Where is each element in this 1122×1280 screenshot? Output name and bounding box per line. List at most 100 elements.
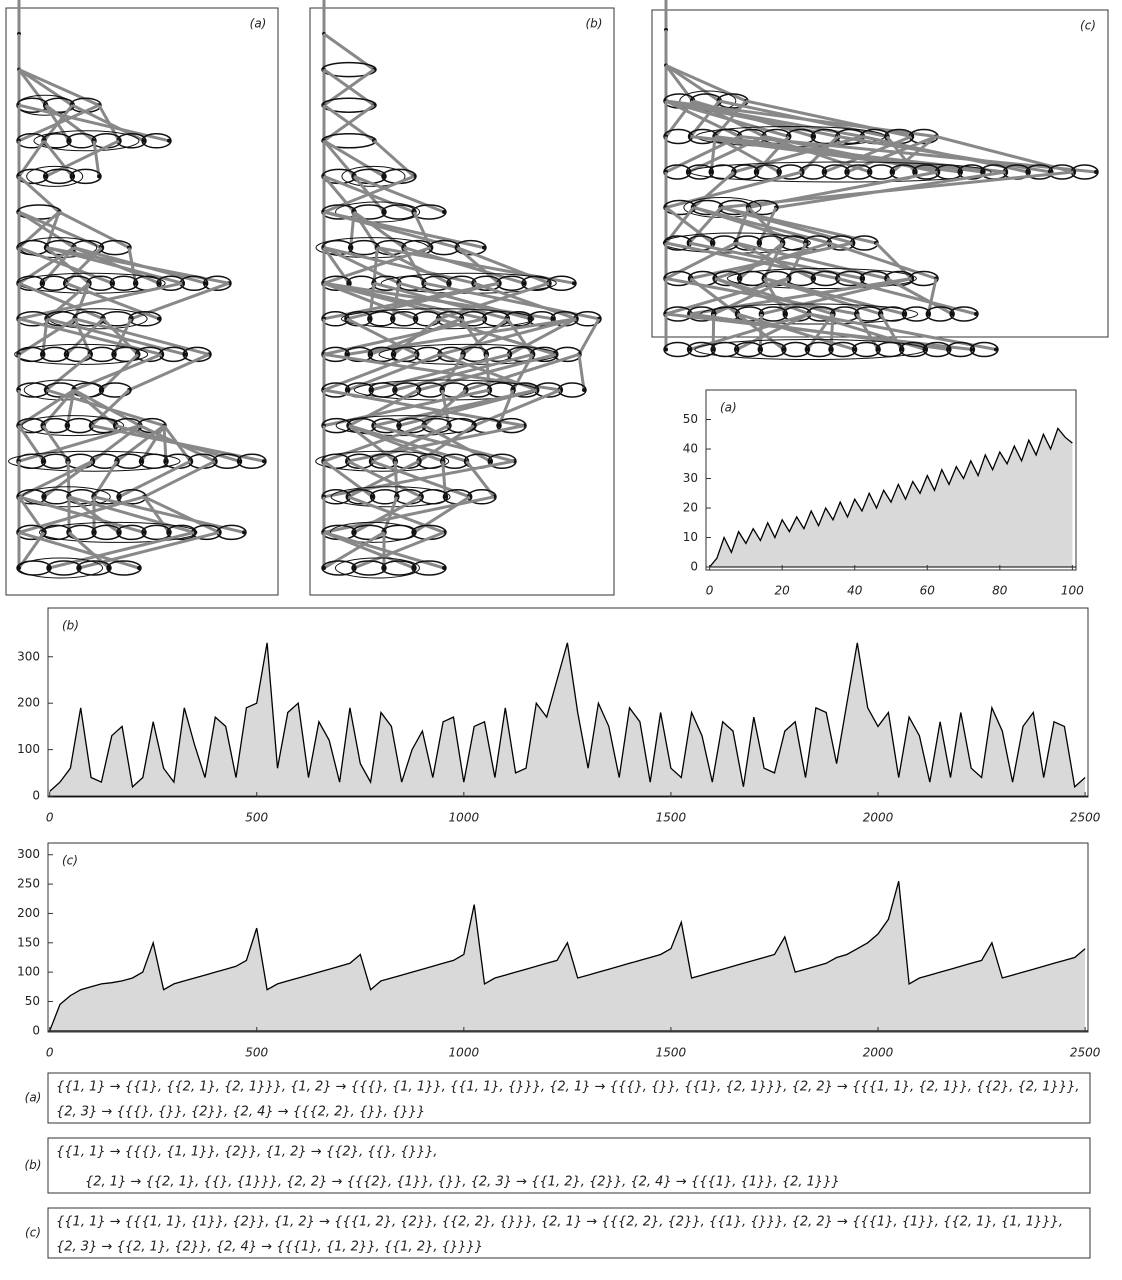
y-tick-label: 200 — [17, 696, 40, 710]
node — [42, 494, 46, 499]
node — [482, 245, 486, 250]
edge — [665, 277, 858, 316]
edge — [348, 388, 420, 427]
edge — [323, 246, 400, 285]
node — [958, 170, 963, 174]
rule-text: {{1, 1} → {{{}, {1, 1}}, {2}}, {1, 2} → … — [56, 1145, 438, 1160]
x-tick-label: 100 — [1061, 584, 1084, 598]
node — [522, 281, 526, 286]
node — [117, 530, 121, 535]
y-tick-label: 0 — [32, 1023, 40, 1037]
node — [811, 134, 816, 139]
edge — [93, 495, 245, 534]
y-tick-label: 50 — [683, 412, 698, 426]
x-tick-label: 2000 — [863, 811, 894, 825]
node — [754, 170, 759, 174]
edge — [665, 99, 741, 138]
edge — [18, 210, 103, 249]
edge — [323, 459, 374, 499]
node — [262, 459, 266, 464]
node — [370, 494, 375, 499]
panel-label: (c) — [1080, 19, 1096, 33]
edge — [45, 211, 61, 249]
node — [845, 170, 850, 174]
rule-label: (b) — [25, 1158, 42, 1172]
node — [551, 316, 556, 321]
y-tick-label: 300 — [17, 847, 40, 861]
edge — [440, 389, 451, 426]
node — [47, 566, 51, 570]
loop — [321, 560, 357, 576]
loop — [38, 521, 198, 543]
edge — [713, 277, 790, 316]
loop — [330, 486, 451, 508]
node — [899, 347, 904, 352]
x-tick-label: 0 — [46, 1046, 54, 1060]
edge — [441, 461, 447, 497]
node — [805, 347, 810, 352]
x-tick-label: 40 — [847, 584, 863, 598]
edge — [709, 136, 717, 173]
edge — [439, 317, 577, 356]
edge — [347, 495, 445, 534]
node — [70, 174, 75, 179]
edge — [92, 140, 101, 177]
node — [203, 281, 208, 286]
plot-frame — [705, 389, 1077, 571]
loop — [335, 201, 421, 223]
node — [117, 494, 121, 499]
panel-label: (a) — [250, 17, 267, 31]
node — [142, 530, 146, 535]
node — [687, 347, 692, 352]
chart-title: (a) — [720, 401, 737, 415]
area — [49, 642, 1086, 797]
y-tick-label: 300 — [17, 649, 40, 663]
node — [497, 423, 501, 428]
node — [950, 312, 955, 316]
rule-box — [47, 1072, 1091, 1124]
node — [322, 566, 326, 570]
y-tick-label: 0 — [690, 560, 698, 574]
x-tick-label: 0 — [706, 584, 714, 598]
rule-box — [47, 1137, 1091, 1194]
node — [710, 241, 715, 245]
node — [777, 170, 782, 174]
node — [40, 352, 45, 357]
x-tick-label: 500 — [245, 811, 268, 825]
edge — [508, 317, 577, 356]
edge — [143, 495, 220, 534]
node — [488, 459, 493, 464]
node — [157, 281, 161, 286]
edge — [886, 277, 953, 316]
edge — [18, 103, 170, 143]
edge — [837, 277, 977, 316]
edge — [65, 389, 76, 426]
edge — [372, 247, 379, 284]
node — [970, 347, 975, 352]
node — [664, 347, 668, 352]
node — [412, 530, 416, 535]
edge — [68, 495, 120, 534]
edge — [323, 139, 385, 178]
node — [112, 352, 116, 357]
node — [110, 281, 115, 286]
rule-text: {{1, 1} → {{1}, {{2, 1}, {2, 1}}}, {1, 2… — [56, 1080, 1080, 1095]
edge — [497, 389, 515, 427]
node — [352, 566, 356, 570]
y-tick-label: 50 — [25, 994, 40, 1008]
edge — [323, 530, 445, 570]
edge — [323, 175, 415, 214]
edge — [348, 424, 397, 463]
edge — [690, 135, 1006, 174]
node — [167, 138, 171, 143]
plot-frame — [47, 607, 1089, 798]
edge — [736, 312, 810, 351]
edge — [323, 388, 525, 428]
edge — [323, 352, 418, 392]
rule-text: {{1, 1} → {{{1, 1}, {1}}, {2}}, {1, 2} →… — [56, 1215, 1063, 1230]
node — [367, 316, 372, 321]
node — [980, 170, 985, 174]
loop — [21, 415, 125, 437]
node — [390, 316, 395, 321]
edge — [373, 424, 515, 463]
